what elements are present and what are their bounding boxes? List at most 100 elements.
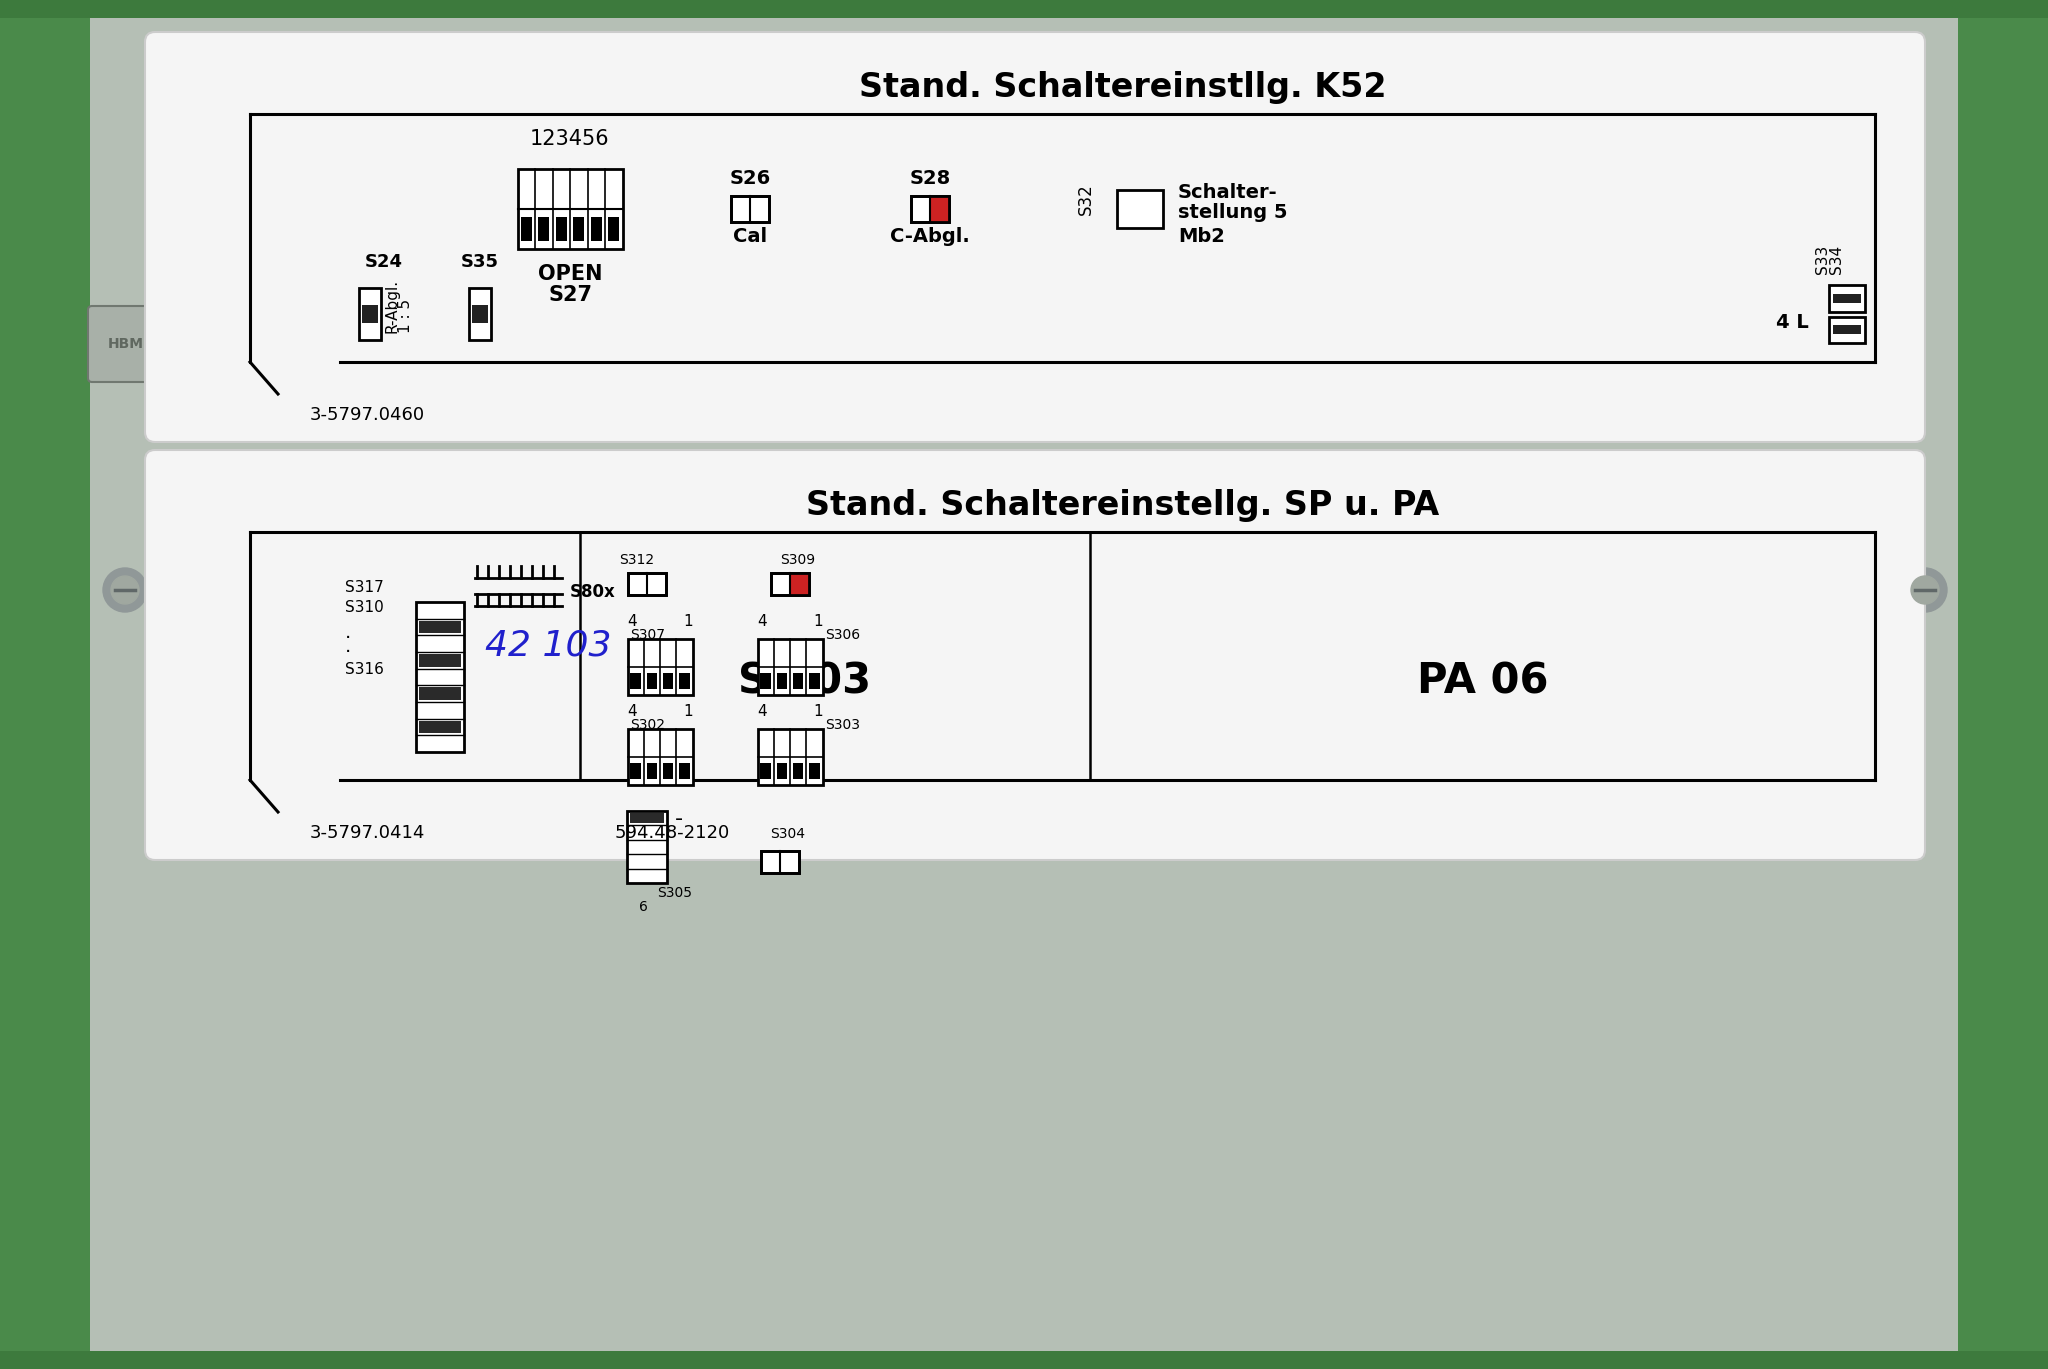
Bar xyxy=(760,672,770,690)
Bar xyxy=(647,672,657,690)
Bar xyxy=(793,763,803,779)
Bar xyxy=(627,639,692,695)
Bar xyxy=(631,672,641,690)
FancyBboxPatch shape xyxy=(145,450,1925,860)
Bar xyxy=(362,305,379,323)
Bar xyxy=(420,620,461,634)
Text: .: . xyxy=(344,623,352,642)
Text: Mb2: Mb2 xyxy=(1178,227,1225,246)
Bar xyxy=(664,763,674,779)
Text: S305: S305 xyxy=(657,886,692,899)
Text: PA 06: PA 06 xyxy=(1417,661,1548,704)
Bar xyxy=(0,1351,2048,1369)
Text: S304: S304 xyxy=(770,827,805,841)
Bar xyxy=(809,763,819,779)
Text: Cal: Cal xyxy=(733,227,768,246)
Text: 6: 6 xyxy=(639,899,647,914)
Text: 4: 4 xyxy=(758,704,766,719)
Bar xyxy=(762,852,799,873)
FancyBboxPatch shape xyxy=(145,31,1925,442)
Bar xyxy=(420,720,461,734)
Text: 1 : 5: 1 : 5 xyxy=(399,298,414,333)
Bar xyxy=(731,196,768,222)
Text: S28: S28 xyxy=(909,170,950,189)
Text: 123456: 123456 xyxy=(530,129,610,149)
FancyBboxPatch shape xyxy=(88,307,164,382)
Circle shape xyxy=(1903,568,1948,612)
Bar xyxy=(1958,0,2048,1369)
Bar xyxy=(647,763,657,779)
Text: S302: S302 xyxy=(631,717,666,732)
Bar xyxy=(0,0,90,1369)
Text: 4: 4 xyxy=(758,613,766,628)
Bar xyxy=(573,218,584,241)
Bar xyxy=(793,672,803,690)
Text: S34: S34 xyxy=(1829,245,1845,274)
Text: 3-5797.0460: 3-5797.0460 xyxy=(309,407,426,424)
Bar xyxy=(1116,190,1163,229)
Bar xyxy=(627,730,692,784)
Bar xyxy=(762,852,799,873)
Bar xyxy=(358,287,381,340)
Text: R-Abgl.: R-Abgl. xyxy=(385,279,399,333)
Bar xyxy=(518,168,623,249)
Bar xyxy=(629,574,666,596)
Bar xyxy=(631,813,664,823)
Text: S312: S312 xyxy=(618,553,653,567)
Bar xyxy=(809,672,819,690)
Bar xyxy=(760,763,770,779)
Bar xyxy=(1829,316,1866,344)
Text: C-Abgl.: C-Abgl. xyxy=(891,227,971,246)
Bar xyxy=(911,196,948,222)
Text: Stand. Schaltereinstellg. SP u. PA: Stand. Schaltereinstellg. SP u. PA xyxy=(807,489,1440,522)
Text: 1: 1 xyxy=(684,704,692,719)
Text: S80x: S80x xyxy=(569,583,616,601)
Bar xyxy=(776,672,786,690)
Bar xyxy=(539,218,549,241)
Text: S310: S310 xyxy=(344,600,383,615)
Bar xyxy=(770,574,809,596)
Circle shape xyxy=(102,568,147,612)
Text: 4: 4 xyxy=(627,613,637,628)
Text: 4 L: 4 L xyxy=(1776,312,1808,331)
Bar xyxy=(911,196,948,222)
Text: Stand. Schaltereinstllg. K52: Stand. Schaltereinstllg. K52 xyxy=(860,70,1386,104)
Bar xyxy=(758,730,823,784)
Bar xyxy=(1829,285,1866,312)
Bar xyxy=(680,763,690,779)
Bar xyxy=(416,602,465,752)
Text: 4: 4 xyxy=(627,704,637,719)
Bar xyxy=(731,196,768,222)
Text: S33: S33 xyxy=(1815,245,1831,274)
Text: S306: S306 xyxy=(825,628,860,642)
Bar xyxy=(930,196,948,222)
Text: SP 03: SP 03 xyxy=(739,661,872,704)
Text: S27: S27 xyxy=(549,285,592,305)
Bar xyxy=(770,574,809,596)
Bar xyxy=(420,654,461,667)
Circle shape xyxy=(1911,576,1939,604)
Text: 3-5797.0414: 3-5797.0414 xyxy=(309,824,426,842)
Bar xyxy=(608,218,618,241)
Text: HBM: HBM xyxy=(109,337,143,350)
Bar xyxy=(0,0,2048,18)
Text: S24: S24 xyxy=(365,253,403,271)
Text: S317: S317 xyxy=(344,579,383,594)
Bar xyxy=(520,218,532,241)
Text: S316: S316 xyxy=(344,663,383,678)
Bar xyxy=(664,672,674,690)
Text: S32: S32 xyxy=(1077,183,1096,215)
Bar xyxy=(590,218,602,241)
Bar xyxy=(629,574,666,596)
Bar xyxy=(627,810,668,883)
Bar xyxy=(555,218,567,241)
Text: OPEN: OPEN xyxy=(539,264,602,283)
Text: S309: S309 xyxy=(780,553,815,567)
Text: S26: S26 xyxy=(729,170,770,189)
Text: S307: S307 xyxy=(631,628,666,642)
Bar xyxy=(680,672,690,690)
Bar xyxy=(758,639,823,695)
Circle shape xyxy=(111,576,139,604)
Bar xyxy=(631,763,641,779)
Text: 42 103: 42 103 xyxy=(485,628,612,663)
